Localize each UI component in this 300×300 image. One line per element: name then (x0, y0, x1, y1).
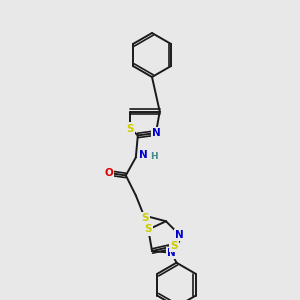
Text: N: N (167, 248, 176, 258)
Text: O: O (104, 168, 113, 178)
Text: S: S (141, 213, 148, 224)
Text: N: N (140, 150, 148, 161)
Text: S: S (127, 124, 134, 134)
Text: S: S (145, 224, 152, 235)
Text: S: S (170, 241, 178, 251)
Text: H: H (150, 152, 158, 161)
Text: N: N (152, 128, 160, 138)
Text: N: N (176, 230, 184, 240)
